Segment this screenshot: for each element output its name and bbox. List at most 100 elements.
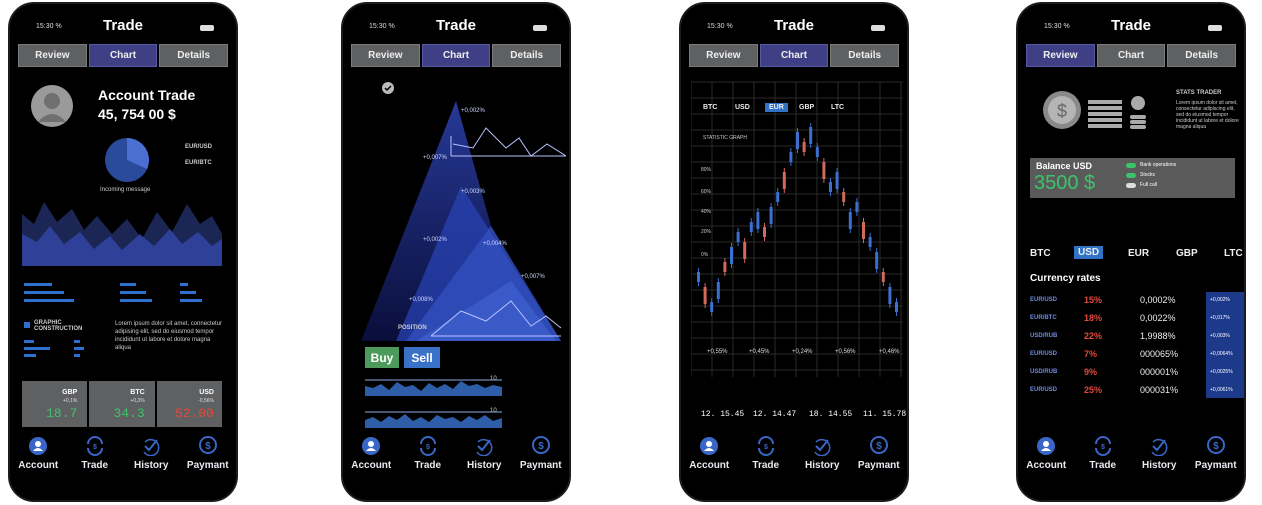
- ticker-card[interactable]: USD -0,56% 52.00: [156, 381, 222, 427]
- currency-eur[interactable]: EUR: [765, 103, 788, 112]
- rate-pair: EUR/BTC: [1030, 315, 1057, 321]
- sell-button[interactable]: Sell: [404, 347, 440, 368]
- nav-history[interactable]: History: [124, 436, 178, 482]
- candle-body: [888, 287, 892, 304]
- nav-account[interactable]: Account: [344, 436, 398, 482]
- nav-history[interactable]: History: [1132, 436, 1186, 482]
- tab-bar: Review Chart Details: [18, 44, 229, 67]
- ticker-change: +0,3%: [130, 398, 145, 404]
- candle-body: [829, 182, 832, 192]
- bar-line: [24, 340, 34, 343]
- nav-trade[interactable]: $ Trade: [739, 436, 793, 482]
- currency-usd[interactable]: USD: [1074, 246, 1104, 259]
- nav-payment[interactable]: $ Paymant: [852, 436, 906, 482]
- toggle-switch[interactable]: [1126, 163, 1136, 168]
- status-bar: 15:30 % Trade: [343, 12, 569, 40]
- nav-account[interactable]: Account: [1019, 436, 1073, 482]
- candle-body: [822, 162, 826, 179]
- bottom-nav: Account $ Trade History $ Paymant: [681, 436, 907, 482]
- status-time: 15:30 %: [36, 23, 62, 30]
- candle-body: [789, 152, 793, 162]
- tab-review[interactable]: Review: [689, 44, 758, 67]
- rate-row[interactable]: EUR/USD 7% 000065% +0,0064%: [1030, 349, 1233, 367]
- rate-value: 1,9988%: [1140, 331, 1176, 341]
- rate-row[interactable]: EUR/BTC 18% 0,0022% +0,017%: [1030, 313, 1230, 331]
- legend-square: [24, 322, 30, 328]
- toggle-switch[interactable]: [1126, 173, 1136, 178]
- y-tick: 40%: [701, 209, 712, 215]
- nav-trade[interactable]: $ Trade: [1076, 436, 1130, 482]
- percent-label: +0,45%: [749, 349, 770, 355]
- rate-row[interactable]: USD/RUB 22% 1,9988% +0,003%: [1030, 331, 1230, 349]
- nav-history[interactable]: History: [457, 436, 511, 482]
- currency-ltc[interactable]: LTC: [1224, 248, 1243, 259]
- mini-chart: [365, 379, 502, 396]
- coins-icon: [1130, 96, 1146, 129]
- tab-review[interactable]: Review: [351, 44, 420, 67]
- nav-trade[interactable]: $ Trade: [68, 436, 122, 482]
- tab-details[interactable]: Details: [159, 44, 229, 67]
- candle-body: [763, 227, 766, 237]
- bar-line: [24, 347, 50, 350]
- tab-review[interactable]: Review: [1026, 44, 1095, 67]
- tab-details[interactable]: Details: [830, 44, 900, 67]
- tab-bar: Review Chart Details: [351, 44, 562, 67]
- toggle-label: Full call: [1140, 182, 1157, 188]
- nav-trade[interactable]: $ Trade: [401, 436, 455, 482]
- tab-chart[interactable]: Chart: [421, 44, 491, 67]
- nav-label: Paymant: [857, 460, 900, 471]
- dollar-icon: $: [531, 436, 550, 454]
- bar-line: [74, 347, 84, 350]
- nav-history[interactable]: History: [795, 436, 849, 482]
- candle-body: [782, 172, 786, 189]
- tab-chart[interactable]: Chart: [1096, 44, 1166, 67]
- ticker-card[interactable]: BTC +0,3% 34.3: [89, 381, 155, 427]
- mini-label: 10: [490, 376, 497, 382]
- tab-review[interactable]: Review: [18, 44, 87, 67]
- bar-line: [24, 291, 64, 294]
- nav-label: Account: [351, 460, 392, 471]
- status-time: 15:30 %: [369, 23, 395, 30]
- currency-btc[interactable]: BTC: [1030, 248, 1051, 259]
- svg-text:$: $: [1101, 444, 1105, 451]
- bar-line: [120, 283, 136, 286]
- currency-ltc[interactable]: LTC: [831, 104, 845, 111]
- tab-details[interactable]: Details: [492, 44, 562, 67]
- bar-line: [74, 340, 80, 343]
- nav-label: Trade: [414, 460, 442, 471]
- candle-body: [868, 237, 872, 247]
- tab-chart[interactable]: Chart: [88, 44, 158, 67]
- bottom-nav: Account $ Trade History $ Paymant: [343, 436, 569, 482]
- toggle-switch[interactable]: [1126, 183, 1136, 188]
- nav-payment[interactable]: $ Paymant: [514, 436, 568, 482]
- rate-row[interactable]: USD/RUB 9% 000001% +0,0025%: [1030, 367, 1233, 385]
- tab-chart[interactable]: Chart: [759, 44, 829, 67]
- bar-line: [24, 354, 36, 357]
- currency-usd[interactable]: USD: [735, 104, 750, 111]
- rate-row[interactable]: EUR/USD 25% 000031% +0,0061%: [1030, 385, 1233, 403]
- balance-card: Balance USD 3500 $ Bank operations Stock…: [1030, 158, 1235, 198]
- nav-account[interactable]: Account: [682, 436, 736, 482]
- phone-chart: 15:30 % Trade Review Chart Details +0,00…: [341, 2, 571, 502]
- nav-label: Paymant: [519, 460, 562, 471]
- rate-row[interactable]: EUR/USD 15% 0,0002% +0,002%: [1030, 295, 1230, 313]
- check-icon[interactable]: [381, 81, 395, 95]
- ticker-card[interactable]: GBP +0,1% 18.7: [22, 381, 88, 427]
- avatar[interactable]: [30, 84, 74, 128]
- tab-details[interactable]: Details: [1167, 44, 1237, 67]
- rate-pair: EUR/USD: [1030, 387, 1058, 393]
- nav-label: History: [134, 460, 169, 471]
- rate-pair: USD/RUB: [1030, 369, 1058, 375]
- currency-gbp[interactable]: GBP: [799, 104, 815, 111]
- exchange-icon: $: [86, 436, 103, 456]
- exchange-icon: $: [757, 436, 774, 456]
- currency-gbp[interactable]: GBP: [1176, 248, 1198, 259]
- nav-payment[interactable]: $ Paymant: [1189, 436, 1243, 482]
- nav-label: Paymant: [1194, 460, 1237, 471]
- nav-payment[interactable]: $ Paymant: [181, 436, 235, 482]
- nav-account[interactable]: Account: [11, 436, 65, 482]
- buy-button[interactable]: Buy: [365, 347, 399, 368]
- currency-btc[interactable]: BTC: [703, 104, 718, 111]
- nav-label: Account: [689, 460, 730, 471]
- currency-eur[interactable]: EUR: [1128, 248, 1150, 259]
